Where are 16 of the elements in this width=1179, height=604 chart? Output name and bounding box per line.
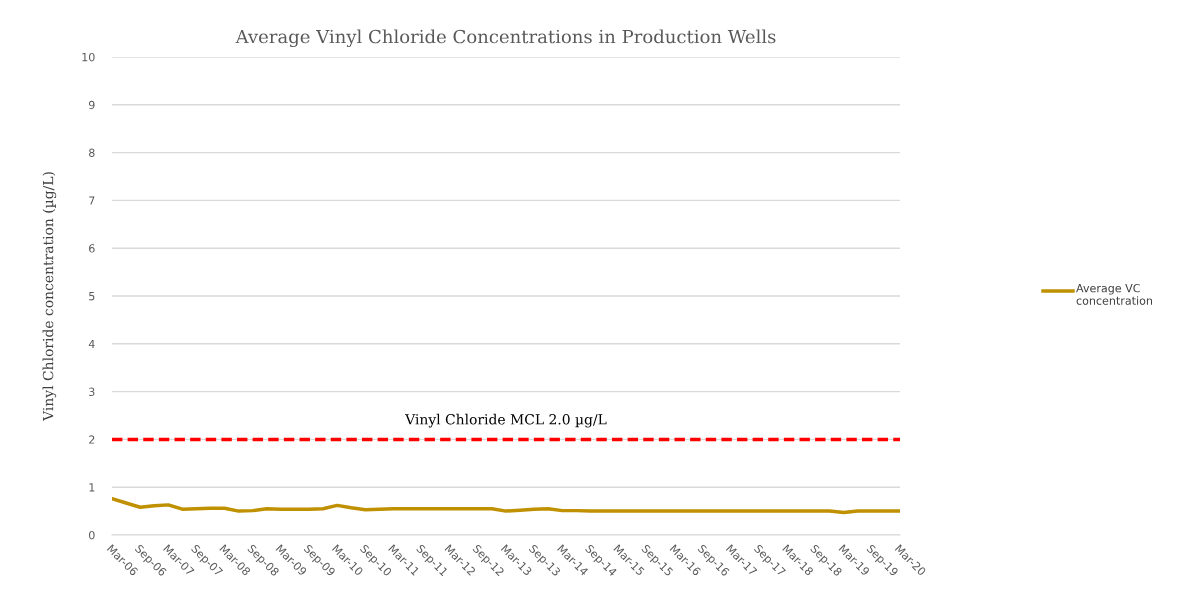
y-tick-label: 10	[82, 52, 95, 62]
y-tick-label: 4	[88, 339, 95, 349]
y-tick-label: 7	[89, 196, 95, 205]
line-series	[112, 496, 900, 515]
y-tick-label: 6	[89, 244, 95, 253]
y-tick-label: 2	[89, 435, 95, 444]
y-tick-label: 1	[89, 483, 95, 492]
y-tick-label: 5	[89, 292, 95, 301]
y-tick-label: 9	[88, 100, 95, 110]
chart-title: Average Vinyl Chloride Concentrations in Production Wells	[235, 29, 776, 48]
legend-label: Average VC concentration	[1076, 283, 1153, 305]
y-tick-label: 3	[89, 387, 95, 396]
y-tick-label: 8	[89, 148, 95, 157]
y-tick-label: 0	[89, 530, 95, 540]
ref-line-label: Vinyl Chloride MCL 2.0 µg/L	[405, 413, 607, 428]
y-axis-title: Vinyl Chloride concentration (µg/L)	[42, 172, 57, 422]
